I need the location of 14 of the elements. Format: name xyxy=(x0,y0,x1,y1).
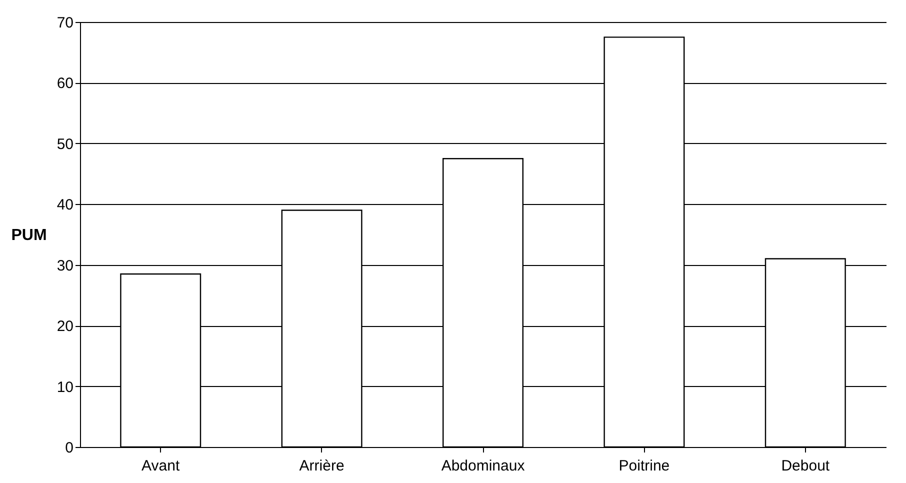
x-tick-label: Avant xyxy=(142,458,180,474)
x-tick-label: Arrière xyxy=(299,458,344,474)
y-tick-label: 60 xyxy=(56,75,74,92)
y-tick-label: 0 xyxy=(65,440,74,456)
y-tick-label: 50 xyxy=(56,136,74,153)
y-tick-label: 20 xyxy=(56,318,74,336)
y-tick-label: 40 xyxy=(56,196,74,214)
y-tick-label: 70 xyxy=(56,14,74,32)
y-tick-label: 30 xyxy=(56,257,74,274)
x-tick-label: Debout xyxy=(781,458,830,474)
x-tick-label: Abdominaux xyxy=(441,458,526,474)
x-tick-label: Poitrine xyxy=(618,458,670,474)
y-tick-label: 10 xyxy=(56,378,74,396)
y-axis-title: PUM xyxy=(11,227,47,244)
